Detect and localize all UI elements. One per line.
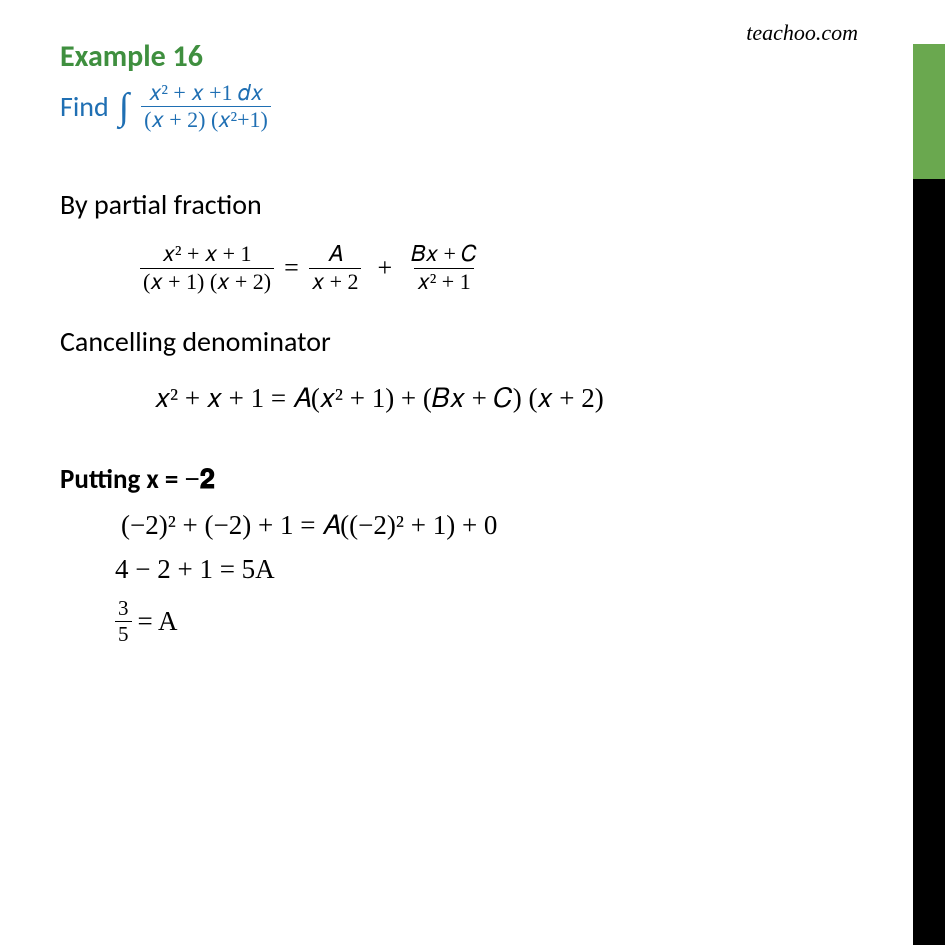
right-sidebar xyxy=(913,0,945,945)
pf-term1-fraction: 𝐴 𝑥 + 2 xyxy=(309,242,362,293)
integral-sign: ∫ xyxy=(119,85,129,129)
section-partial-fraction: By partial fraction xyxy=(60,187,863,222)
pf-term2-fraction: 𝐵𝑥 + 𝐶 𝑥² + 1 xyxy=(408,242,480,293)
bar-green xyxy=(913,44,945,179)
substitution-step3: 3 5 = A xyxy=(115,597,863,646)
integral-fraction: 𝑥² + 𝑥 +1 𝑑𝑥 (𝑥 + 2) (𝑥²+1) xyxy=(141,81,271,132)
step3-den: 5 xyxy=(115,621,132,646)
bar-white xyxy=(913,0,945,44)
integral-denominator: (𝑥 + 2) (𝑥²+1) xyxy=(141,106,271,132)
putting-label: Putting x = xyxy=(60,463,184,496)
watermark-text: teachoo.com xyxy=(746,20,858,46)
step1-eq: (−2)² + (−2) + 1 = 𝐴((−2)² + 1) + 0 xyxy=(121,510,497,542)
step3-rhs: = A xyxy=(138,606,178,637)
section-cancelling: Cancelling denominator xyxy=(60,324,863,359)
putting-heading: Putting x = −𝟐 xyxy=(60,463,863,496)
substitution-step1: (−2)² + (−2) + 1 = 𝐴((−2)² + 1) + 0 xyxy=(115,510,863,542)
step3-num: 3 xyxy=(115,597,132,621)
cancelled-equation: 𝑥² + 𝑥 + 1 = 𝐴(𝑥² + 1) + (𝐵𝑥 + 𝐶) (𝑥 + 2… xyxy=(155,383,863,415)
pf-term1-num: 𝐴 xyxy=(325,242,346,267)
step3-fraction: 3 5 xyxy=(115,597,132,646)
plus-sign: + xyxy=(377,253,392,283)
bar-black xyxy=(913,179,945,945)
equals-sign: = xyxy=(284,253,299,283)
pf-term2-num: 𝐵𝑥 + 𝐶 xyxy=(408,242,480,267)
pf-term2-den: 𝑥² + 1 xyxy=(414,268,473,294)
pf-lhs-den: (𝑥 + 1) (𝑥 + 2) xyxy=(140,268,274,294)
example-title: Example 16 xyxy=(60,38,863,75)
putting-value: −𝟐 xyxy=(184,464,214,494)
partial-fraction-equation: 𝑥² + 𝑥 + 1 (𝑥 + 1) (𝑥 + 2) = 𝐴 𝑥 + 2 + 𝐵… xyxy=(140,242,863,293)
page-content: teachoo.com Example 16 Find ∫ 𝑥² + 𝑥 +1 … xyxy=(0,0,913,945)
problem-statement: Find ∫ 𝑥² + 𝑥 +1 𝑑𝑥 (𝑥 + 2) (𝑥²+1) xyxy=(60,81,863,132)
pf-term1-den: 𝑥 + 2 xyxy=(309,268,362,294)
integral-numerator: 𝑥² + 𝑥 +1 𝑑𝑥 xyxy=(146,81,266,106)
substitution-step2: 4 − 2 + 1 = 5A xyxy=(115,554,863,585)
pf-lhs-num: 𝑥² + 𝑥 + 1 xyxy=(160,242,255,267)
find-label: Find xyxy=(60,89,109,124)
pf-lhs-fraction: 𝑥² + 𝑥 + 1 (𝑥 + 1) (𝑥 + 2) xyxy=(140,242,274,293)
